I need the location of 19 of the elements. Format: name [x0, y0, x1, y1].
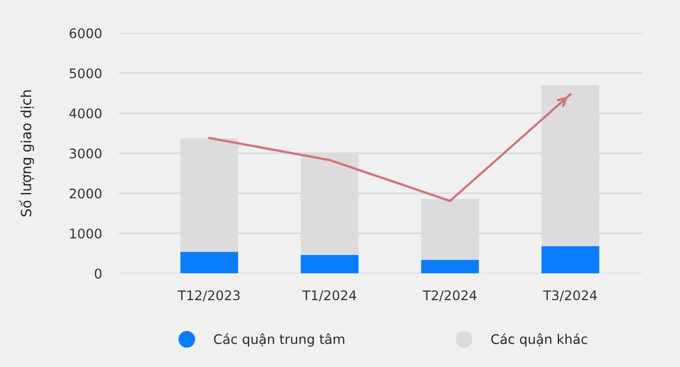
line-series [208, 93, 572, 202]
y-tick-label: 6000 [70, 28, 102, 38]
y-tick-label: 0 [94, 268, 102, 279]
y-tick-label: 2000 [70, 188, 102, 198]
y-tick-label: 5000 [70, 68, 102, 78]
x-tick-label: T12/2023 [178, 290, 240, 302]
legend-label: Các quận trung tâm [214, 333, 344, 347]
x-tick-label: T3/2024 [543, 290, 597, 302]
y-tick-label: 4000 [69, 108, 102, 118]
bar [300, 254, 359, 274]
y-tick-label: 1000 [70, 228, 102, 239]
x-tick-label: T1/2024 [302, 290, 356, 302]
y-tick-label: 3000 [70, 148, 102, 158]
x-tick-label: T2/2024 [422, 290, 477, 302]
y-axis-title: Số lượng giao dịch [19, 90, 34, 216]
bar [180, 252, 238, 274]
bar [421, 260, 479, 274]
bar [541, 246, 600, 274]
legend-label: Các quận khác [491, 333, 588, 347]
